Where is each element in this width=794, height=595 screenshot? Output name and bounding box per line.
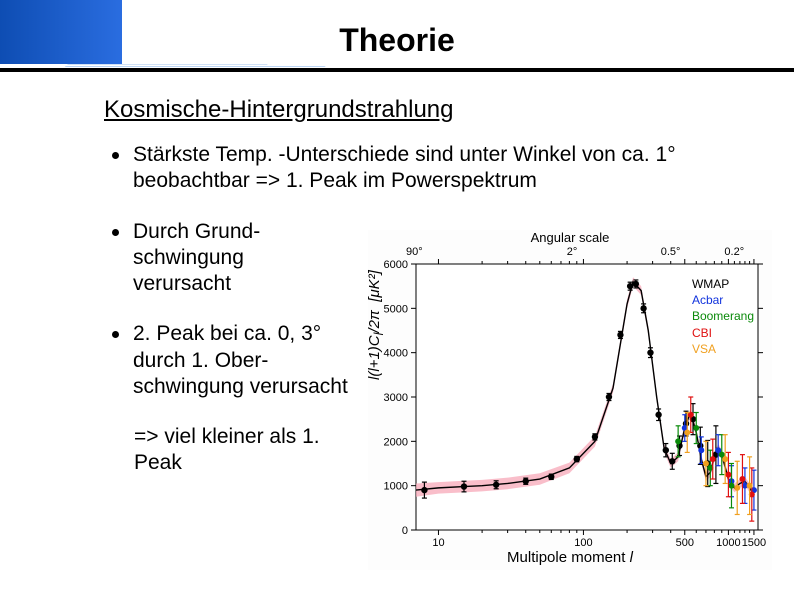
svg-text:4000: 4000 [384,348,408,360]
title-rule [0,68,794,72]
svg-text:2000: 2000 [384,436,408,448]
bullet-text: Stärkste Temp. -Unterschiede sind unter … [133,142,773,195]
bullet-dot-icon [112,229,119,236]
legend-item: CBI [692,325,754,341]
conclusion-text: => viel kleiner als 1. Peak [134,424,364,477]
section-subtitle: Kosmische-Hintergrundstrahlung [104,96,774,124]
top-axis-tick: 2° [567,246,578,258]
legend-item: VSA [692,341,754,357]
svg-text:1500: 1500 [742,537,766,549]
chart-legend: WMAPAcbarBoomerangCBIVSA [692,276,754,357]
svg-text:100: 100 [574,537,592,549]
legend-item: Acbar [692,292,754,308]
bullet-text: 2. Peak bei ca. 0, 3° durch 1. Ober- sch… [133,321,363,400]
top-axis-tick: 90° [406,246,423,258]
bullet-dot-icon [112,152,119,159]
bullet-text: Durch Grund- schwingung verursacht [133,219,260,298]
bullet-item: Stärkste Temp. -Unterschiede sind unter … [112,142,774,195]
slide-title: Theorie [339,22,455,58]
legend-item: WMAP [692,276,754,292]
svg-text:1000: 1000 [384,481,408,493]
chart-y-axis-label: l(l+1)Cl/2π [μK²] [366,270,386,380]
svg-text:5000: 5000 [384,303,408,315]
top-axis-tick: 0.2° [724,246,744,258]
legend-item: Boomerang [692,308,754,324]
chart-top-axis-label: Angular scale [368,230,772,245]
svg-text:3000: 3000 [384,392,408,404]
svg-text:0: 0 [402,525,408,537]
svg-text:500: 500 [676,537,694,549]
power-spectrum-chart: Angular scale l(l+1)Cl/2π [μK²] Multipol… [368,230,772,570]
svg-text:6000: 6000 [384,259,408,271]
chart-x-axis-label: Multipole moment l [368,549,772,566]
top-axis-tick: 0.5° [661,246,681,258]
svg-text:10: 10 [432,537,444,549]
svg-text:1000: 1000 [716,537,740,549]
bullet-dot-icon [112,331,119,338]
